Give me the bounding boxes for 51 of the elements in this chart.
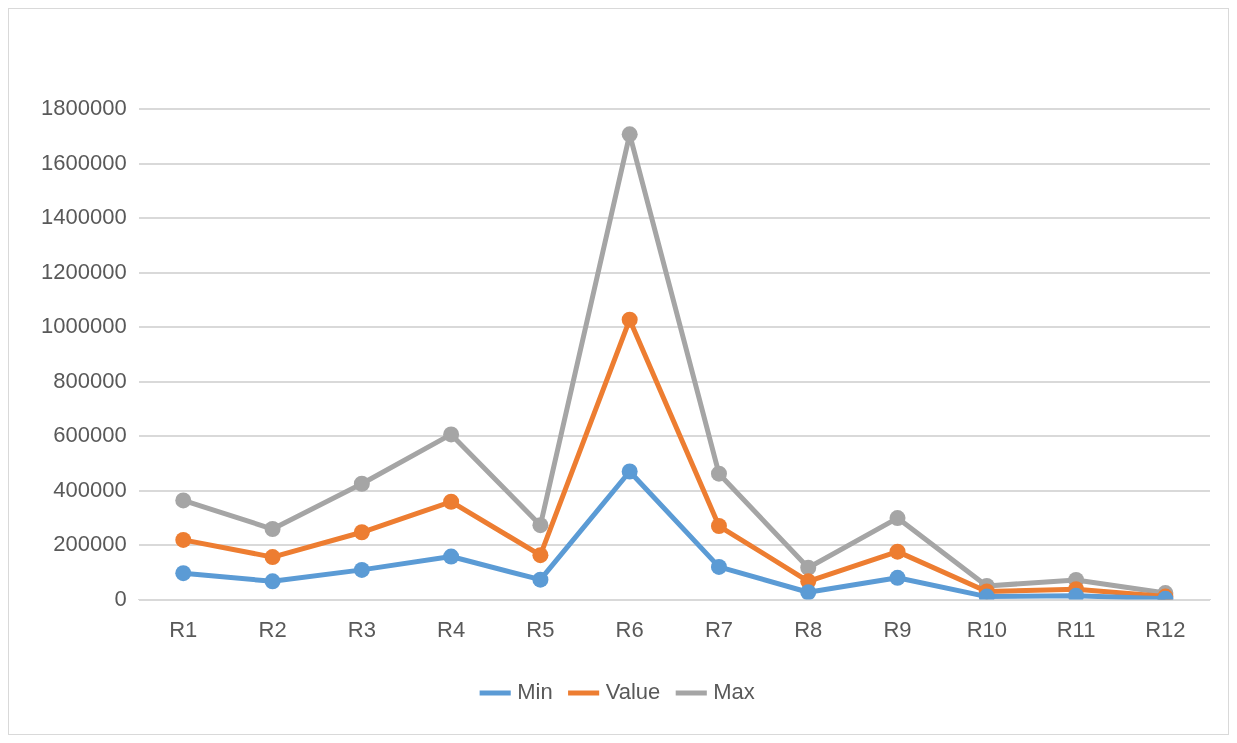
y-tick-label: 600000 [53, 422, 127, 448]
point [443, 426, 460, 443]
x-tick-label: R7 [704, 616, 734, 642]
y-tick-label: 1800000 [40, 95, 127, 121]
legend-label: Min [517, 679, 553, 705]
point [175, 531, 192, 548]
legend-label: Value [605, 679, 661, 705]
x-tick-label: R2 [258, 616, 287, 642]
point [621, 463, 638, 480]
point [443, 548, 460, 565]
x-tick-label: R10 [966, 616, 1007, 642]
y-tick-label: 400000 [53, 476, 127, 502]
x-tick-label: R11 [1056, 616, 1096, 642]
point [710, 558, 727, 575]
x-tick-label: R3 [347, 616, 376, 642]
point [264, 573, 281, 590]
y-tick-label: 0 [114, 585, 127, 611]
point [175, 492, 192, 509]
x-tick-label: R8 [794, 616, 823, 642]
point [889, 543, 906, 560]
point [264, 521, 281, 538]
y-tick-label: 200000 [53, 531, 127, 557]
point [889, 569, 906, 586]
point [443, 493, 460, 510]
point [353, 475, 370, 492]
point [264, 549, 281, 566]
x-tick-label: R6 [615, 616, 644, 642]
x-tick-label: R1 [169, 616, 198, 642]
y-tick-label: 1400000 [40, 204, 127, 230]
point [800, 559, 817, 576]
point [532, 547, 549, 564]
point [621, 311, 638, 328]
point [710, 465, 727, 482]
point [175, 565, 192, 582]
point [889, 510, 906, 527]
y-tick-label: 1600000 [40, 149, 127, 175]
point [710, 518, 727, 535]
point [532, 517, 549, 534]
legend-label: Max [713, 679, 755, 705]
point [800, 584, 817, 600]
x-tick-label: R12 [1145, 616, 1186, 642]
x-tick-label: R4 [437, 616, 466, 642]
point [621, 126, 638, 143]
x-tick-label: R5 [526, 616, 555, 642]
x-tick-label: R9 [883, 616, 912, 642]
y-tick-label: 1000000 [40, 313, 127, 339]
y-tick-label: 1200000 [40, 258, 127, 284]
point [532, 571, 549, 588]
point [353, 561, 370, 578]
point [353, 524, 370, 541]
y-tick-label: 800000 [53, 367, 127, 393]
